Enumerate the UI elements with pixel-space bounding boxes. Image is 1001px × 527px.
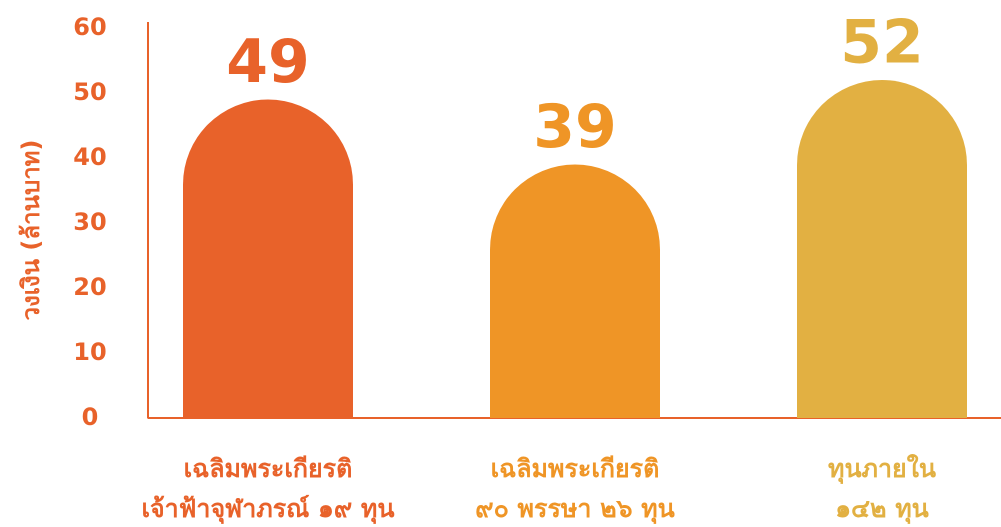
x-tick-label: ๑๔๒ ทุน [835, 494, 929, 525]
bar [797, 80, 967, 418]
y-tick-label: 10 [73, 338, 106, 366]
y-tick-label: 50 [73, 78, 106, 106]
y-tick-label: 60 [73, 13, 106, 41]
y-tick-label: 0 [82, 403, 99, 431]
bar [183, 99, 353, 418]
x-tick-label: เฉลิมพระเกียรติ [184, 454, 353, 483]
y-axis-label: วงเงิน (ล้านบาท) [17, 140, 45, 321]
data-label: 39 [533, 92, 617, 162]
y-tick-label: 30 [73, 208, 106, 236]
bar [490, 164, 660, 418]
x-tick-label: เจ้าฟ้าจุฬาภรณ์ ๑๙ ทุน [141, 494, 394, 525]
y-tick-label: 40 [73, 143, 106, 171]
x-tick-label: เฉลิมพระเกียรติ [491, 454, 660, 483]
x-tick-label: ทุนภายใน [828, 453, 936, 485]
data-label: 52 [840, 8, 924, 78]
y-tick-label: 20 [73, 273, 106, 301]
data-label: 49 [226, 27, 310, 97]
x-tick-label: ๙๐ พรรษา ๒๖ ทุน [475, 494, 674, 525]
